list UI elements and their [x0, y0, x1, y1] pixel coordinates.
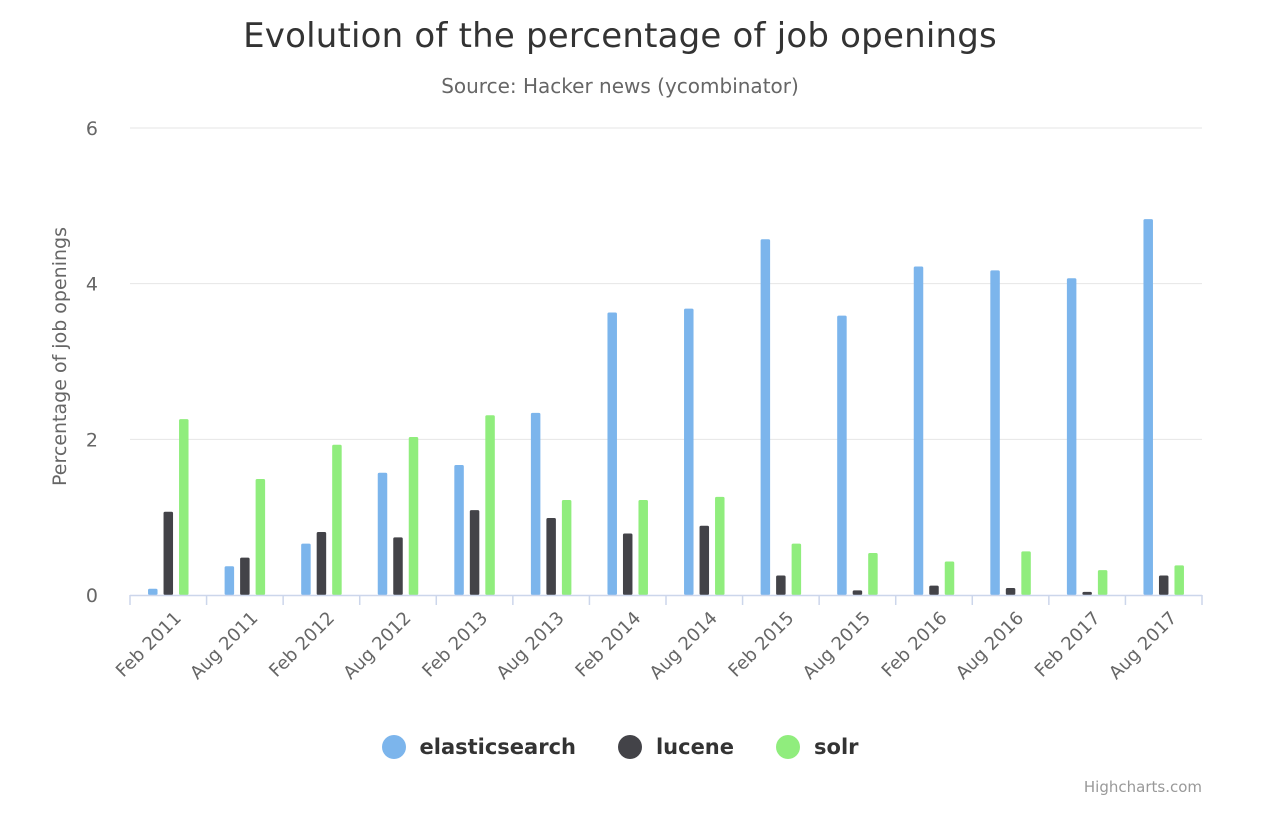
bar-elasticsearch[interactable]	[760, 239, 771, 595]
bar-solr[interactable]	[1174, 565, 1184, 595]
bar-lucene[interactable]	[1082, 591, 1092, 595]
bar-solr[interactable]	[944, 561, 955, 595]
x-tick-label: Feb 2011	[112, 608, 186, 682]
legend-swatch	[617, 735, 642, 759]
bar-solr[interactable]	[179, 419, 189, 595]
x-tick-label: Feb 2015	[725, 608, 799, 682]
bar-solr[interactable]	[1097, 570, 1108, 595]
legend-swatch	[381, 735, 406, 759]
bar-elasticsearch[interactable]	[1143, 219, 1153, 595]
legend-item-solr[interactable]: solr	[776, 735, 859, 759]
x-tick-label: Feb 2017	[1031, 608, 1105, 682]
bar-lucene[interactable]	[852, 590, 863, 595]
legend-swatch	[776, 735, 801, 759]
bar-solr[interactable]	[715, 496, 725, 595]
bar-solr[interactable]	[868, 552, 878, 595]
grid-lines	[130, 127, 1202, 440]
x-tick-label: Aug 2016	[952, 608, 1028, 684]
bar-elasticsearch[interactable]	[377, 472, 388, 595]
x-tick-label: Feb 2012	[265, 608, 339, 682]
bar-elasticsearch[interactable]	[148, 588, 158, 595]
y-tick-label: 2	[86, 429, 98, 451]
bar-solr[interactable]	[332, 444, 342, 595]
bar-lucene[interactable]	[393, 537, 403, 595]
y-tick-label: 4	[86, 274, 98, 296]
x-axis-ticks: Feb 2011 Aug 2011 Feb 2012 Aug 2012 Feb 2013…	[112, 608, 1181, 684]
bar-lucene[interactable]	[163, 511, 174, 595]
bar-solr[interactable]	[255, 479, 266, 595]
bar-elasticsearch[interactable]	[454, 465, 464, 595]
x-tick-label: Aug 2017	[1105, 608, 1181, 684]
legend-item-lucene[interactable]: lucene	[617, 735, 735, 759]
bar-lucene[interactable]	[1005, 587, 1016, 595]
bar-lucene[interactable]	[469, 510, 480, 595]
bar-elasticsearch[interactable]	[1066, 278, 1077, 595]
x-tick-label: Aug 2012	[339, 608, 415, 684]
bar-lucene[interactable]	[699, 525, 710, 595]
y-tick-label: 0	[86, 585, 98, 607]
bar-elasticsearch[interactable]	[530, 412, 541, 595]
x-tick-label: Feb 2013	[418, 608, 492, 682]
bar-solr[interactable]	[1021, 551, 1031, 595]
x-tick-label: Aug 2015	[799, 608, 875, 684]
bar-lucene[interactable]	[929, 585, 939, 595]
bar-lucene[interactable]	[622, 533, 633, 595]
bar-lucene[interactable]	[316, 531, 327, 595]
legend-item-elasticsearch[interactable]: elasticsearch	[381, 735, 576, 759]
x-axis	[129, 594, 1203, 605]
bar-solr[interactable]	[408, 436, 419, 595]
bar-elasticsearch[interactable]	[224, 566, 235, 595]
bar-solr[interactable]	[561, 500, 572, 595]
bar-lucene[interactable]	[776, 575, 786, 595]
legend-label: solr	[814, 735, 859, 759]
bar-lucene[interactable]	[546, 517, 556, 595]
x-tick-label: Feb 2016	[878, 608, 952, 682]
bar-elasticsearch[interactable]	[607, 312, 617, 595]
y-tick-label: 6	[86, 118, 98, 140]
bars	[148, 219, 1184, 595]
x-tick-label: Aug 2014	[646, 608, 722, 684]
y-axis-label: Percentage of job openings	[49, 227, 71, 486]
bar-lucene[interactable]	[240, 557, 250, 595]
bar-elasticsearch[interactable]	[913, 266, 924, 595]
bar-elasticsearch[interactable]	[684, 308, 694, 595]
x-tick-label: Aug 2011	[186, 608, 262, 684]
bar-solr[interactable]	[791, 543, 802, 595]
legend-label: elasticsearch	[419, 735, 576, 759]
chart-subtitle: Source: Hacker news (ycombinator)	[441, 74, 799, 98]
y-axis-ticks: 0 2 4 6	[86, 118, 98, 607]
bar-solr[interactable]	[485, 415, 495, 595]
x-tick-label: Aug 2013	[493, 608, 569, 684]
bar-elasticsearch[interactable]	[301, 543, 311, 595]
bar-elasticsearch[interactable]	[990, 270, 1000, 595]
bar-solr[interactable]	[638, 500, 648, 595]
legend-label: lucene	[655, 735, 735, 759]
credits-link[interactable]: Highcharts.com	[1083, 778, 1202, 796]
x-tick-label: Feb 2014	[571, 608, 645, 682]
chart-title: Evolution of the percentage of job openi…	[243, 16, 997, 56]
bar-elasticsearch[interactable]	[837, 315, 847, 595]
bar-lucene[interactable]	[1158, 575, 1169, 595]
legend: elasticsearch lucene solr	[0, 735, 1240, 759]
